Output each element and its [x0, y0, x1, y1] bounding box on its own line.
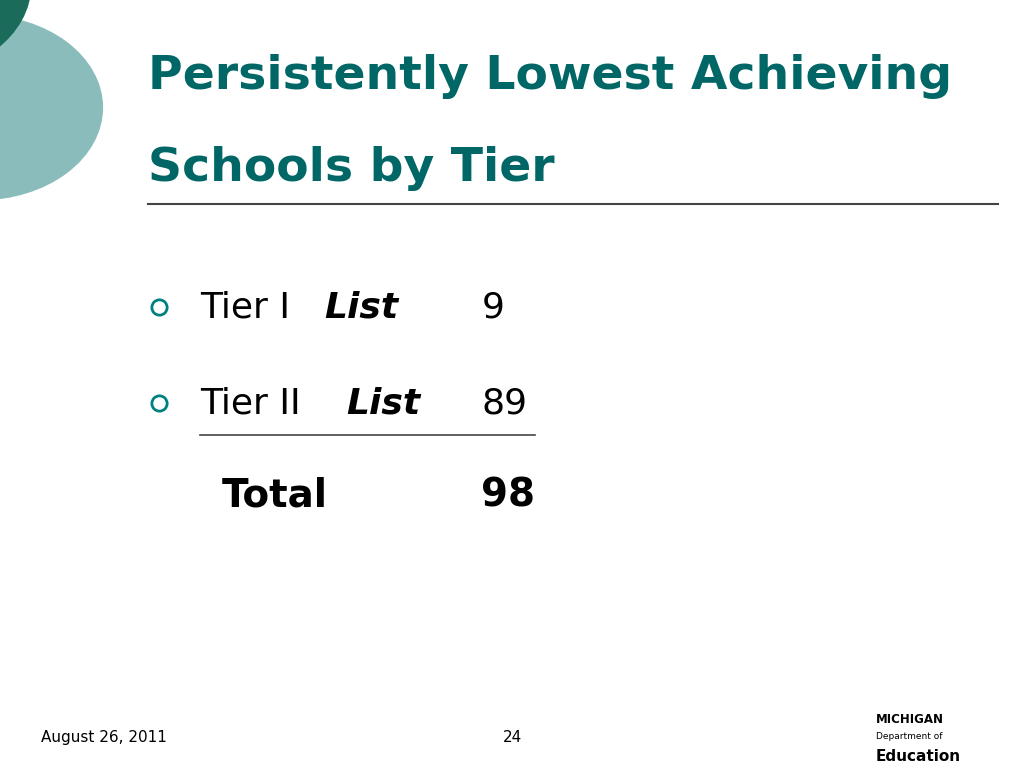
- Text: Tier I: Tier I: [200, 290, 297, 324]
- Circle shape: [0, 0, 31, 77]
- Text: Education: Education: [876, 749, 961, 764]
- Text: MICHIGAN: MICHIGAN: [876, 713, 943, 726]
- Circle shape: [0, 15, 102, 200]
- Text: 9: 9: [481, 290, 504, 324]
- Text: 98: 98: [481, 476, 536, 515]
- Text: Tier II: Tier II: [200, 386, 307, 420]
- Text: Total: Total: [222, 476, 329, 515]
- Text: August 26, 2011: August 26, 2011: [41, 730, 167, 745]
- Text: Schools by Tier: Schools by Tier: [148, 146, 555, 191]
- Text: List: List: [325, 290, 398, 324]
- Text: List: List: [346, 386, 420, 420]
- Text: 24: 24: [503, 730, 521, 745]
- Text: 89: 89: [481, 386, 527, 420]
- Text: Department of: Department of: [876, 732, 942, 741]
- Text: Persistently Lowest Achieving: Persistently Lowest Achieving: [148, 54, 952, 99]
